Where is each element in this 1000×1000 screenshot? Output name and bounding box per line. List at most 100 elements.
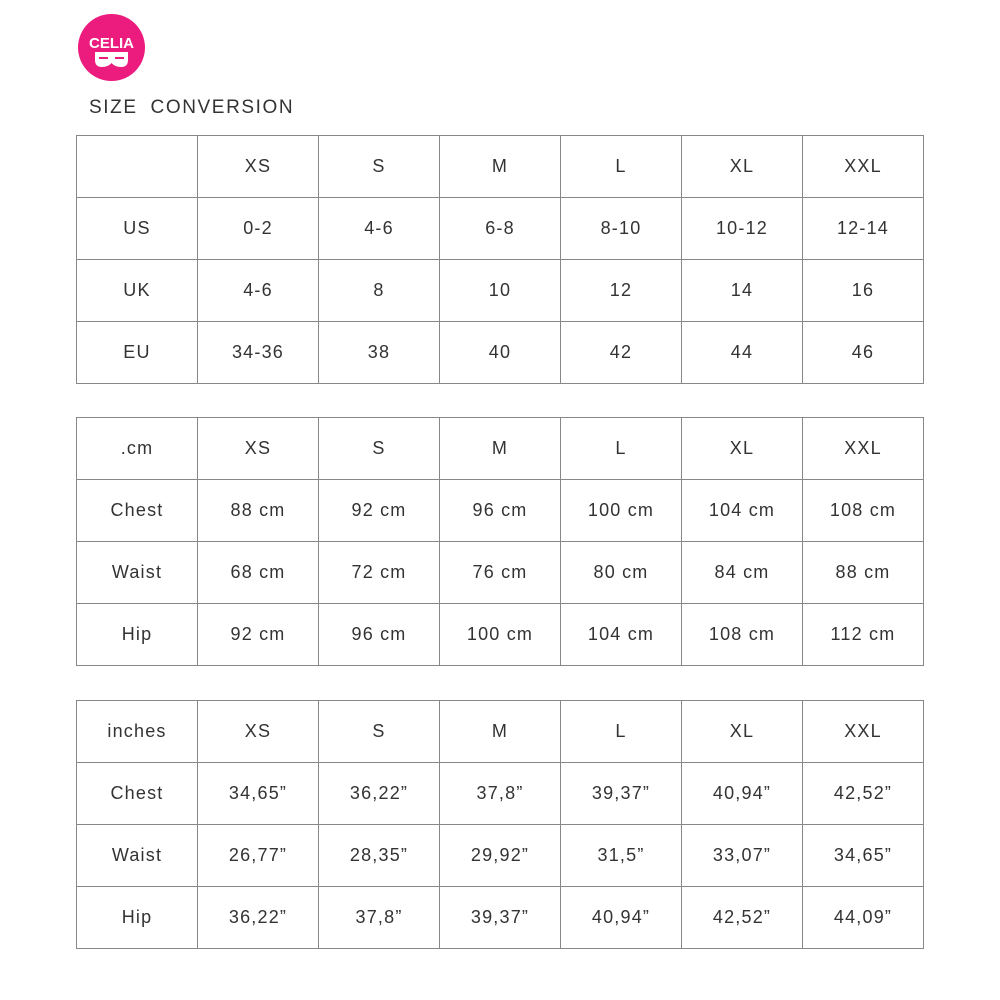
table-cell: 104 cm bbox=[560, 603, 682, 666]
table-cell: 16 bbox=[802, 259, 924, 322]
page-title: SIZE CONVERSION bbox=[89, 97, 295, 118]
cm-measurements-table: .cm XS S M L XL XXL Chest 88 cm 92 cm 96 cm 100 cm 1… bbox=[76, 417, 924, 666]
table-cell: 40,94” bbox=[560, 886, 682, 949]
table-cell: XXL bbox=[802, 417, 924, 480]
table-cell: 44 bbox=[681, 321, 803, 384]
table-cell: 72 cm bbox=[318, 541, 440, 604]
table-cell: 10 bbox=[439, 259, 561, 322]
row-label: Waist bbox=[76, 824, 198, 887]
row-label: UK bbox=[76, 259, 198, 322]
celia-logo: CELIA bbox=[78, 14, 145, 81]
table-cell: L bbox=[560, 700, 682, 763]
table-row: Hip 92 cm 96 cm 100 cm 104 cm 108 cm 112 cm bbox=[76, 603, 924, 666]
table-cell: 4-6 bbox=[318, 197, 440, 260]
table-row: Chest 88 cm 92 cm 96 cm 100 cm 104 cm 108 cm bbox=[76, 479, 924, 542]
table-cell: M bbox=[439, 417, 561, 480]
table-cell: 84 cm bbox=[681, 541, 803, 604]
table-cell: 10-12 bbox=[681, 197, 803, 260]
header-row: .cm XS S M L XL XXL bbox=[76, 417, 924, 480]
table-cell: L bbox=[560, 135, 682, 198]
table-cell: 76 cm bbox=[439, 541, 561, 604]
row-label: .cm bbox=[76, 417, 198, 480]
table-cell: 37,8” bbox=[318, 886, 440, 949]
table-cell: 36,22” bbox=[197, 886, 319, 949]
table-cell: 40 bbox=[439, 321, 561, 384]
row-label: Hip bbox=[76, 886, 198, 949]
table-cell: 92 cm bbox=[197, 603, 319, 666]
row-label: Hip bbox=[76, 603, 198, 666]
table-cell: XXL bbox=[802, 700, 924, 763]
table-cell: 100 cm bbox=[560, 479, 682, 542]
table-row: Waist 26,77” 28,35” 29,92” 31,5” 33,07” 34,65” bbox=[76, 824, 924, 887]
svg-text:CELIA: CELIA bbox=[89, 35, 134, 52]
table-cell: 29,92” bbox=[439, 824, 561, 887]
table-cell: 44,09” bbox=[802, 886, 924, 949]
table-cell: XL bbox=[681, 417, 803, 480]
table-cell: 34,65” bbox=[802, 824, 924, 887]
table-cell: 34-36 bbox=[197, 321, 319, 384]
table-cell: 31,5” bbox=[560, 824, 682, 887]
table-cell: 88 cm bbox=[802, 541, 924, 604]
header-row: XS S M L XL XXL bbox=[76, 135, 924, 198]
table-cell: 100 cm bbox=[439, 603, 561, 666]
table-cell: M bbox=[439, 700, 561, 763]
table-cell: 6-8 bbox=[439, 197, 561, 260]
row-label: inches bbox=[76, 700, 198, 763]
table-cell: 96 cm bbox=[318, 603, 440, 666]
table-cell: 39,37” bbox=[560, 762, 682, 825]
table-cell: 26,77” bbox=[197, 824, 319, 887]
table-cell: 88 cm bbox=[197, 479, 319, 542]
table-cell: 36,22” bbox=[318, 762, 440, 825]
row-label: Chest bbox=[76, 479, 198, 542]
table-row: Chest 34,65” 36,22” 37,8” 39,37” 40,94” 42,52” bbox=[76, 762, 924, 825]
table-row: EU 34-36 38 40 42 44 46 bbox=[76, 321, 924, 384]
table-cell: XXL bbox=[802, 135, 924, 198]
table-cell: L bbox=[560, 417, 682, 480]
table-cell: 38 bbox=[318, 321, 440, 384]
table-cell: 14 bbox=[681, 259, 803, 322]
row-label bbox=[76, 135, 198, 198]
table-cell: 80 cm bbox=[560, 541, 682, 604]
table-cell: 92 cm bbox=[318, 479, 440, 542]
inch-measurements-table: inches XS S M L XL XXL Chest 34,65” 36,22” 37,8” 39… bbox=[76, 700, 924, 949]
table-cell: 37,8” bbox=[439, 762, 561, 825]
table-row: UK 4-6 8 10 12 14 16 bbox=[76, 259, 924, 322]
table-cell: M bbox=[439, 135, 561, 198]
table-cell: 33,07” bbox=[681, 824, 803, 887]
row-label: Chest bbox=[76, 762, 198, 825]
table-cell: 42,52” bbox=[681, 886, 803, 949]
table-cell: 8 bbox=[318, 259, 440, 322]
table-cell: 42,52” bbox=[802, 762, 924, 825]
table-cell: XS bbox=[197, 417, 319, 480]
table-row: Waist 68 cm 72 cm 76 cm 80 cm 84 cm 88 cm bbox=[76, 541, 924, 604]
table-cell: 104 cm bbox=[681, 479, 803, 542]
table-cell: XS bbox=[197, 135, 319, 198]
table-cell: 108 cm bbox=[681, 603, 803, 666]
table-cell: 12-14 bbox=[802, 197, 924, 260]
row-label: US bbox=[76, 197, 198, 260]
size-conversion-table: XS S M L XL XXL US 0-2 4-6 6-8 8-10 10-12 12-14 UK 4-6… bbox=[76, 135, 924, 384]
table-cell: 40,94” bbox=[681, 762, 803, 825]
table-cell: 112 cm bbox=[802, 603, 924, 666]
table-cell: 42 bbox=[560, 321, 682, 384]
table-cell: S bbox=[318, 135, 440, 198]
table-cell: 108 cm bbox=[802, 479, 924, 542]
table-cell: 8-10 bbox=[560, 197, 682, 260]
row-label: Waist bbox=[76, 541, 198, 604]
table-cell: 12 bbox=[560, 259, 682, 322]
table-cell: XL bbox=[681, 700, 803, 763]
table-cell: XL bbox=[681, 135, 803, 198]
table-cell: S bbox=[318, 417, 440, 480]
table-cell: 4-6 bbox=[197, 259, 319, 322]
table-cell: 68 cm bbox=[197, 541, 319, 604]
table-cell: 34,65” bbox=[197, 762, 319, 825]
row-label: EU bbox=[76, 321, 198, 384]
table-cell: 96 cm bbox=[439, 479, 561, 542]
table-row: US 0-2 4-6 6-8 8-10 10-12 12-14 bbox=[76, 197, 924, 260]
table-cell: S bbox=[318, 700, 440, 763]
header-row: inches XS S M L XL XXL bbox=[76, 700, 924, 763]
table-cell: 46 bbox=[802, 321, 924, 384]
table-cell: 39,37” bbox=[439, 886, 561, 949]
table-cell: XS bbox=[197, 700, 319, 763]
table-row: Hip 36,22” 37,8” 39,37” 40,94” 42,52” 44,09” bbox=[76, 886, 924, 949]
